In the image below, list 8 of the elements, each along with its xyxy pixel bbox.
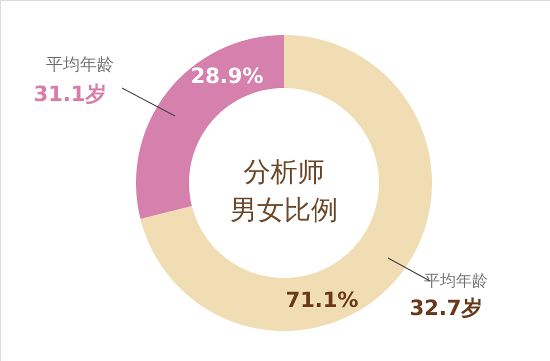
text: 31.1岁 (34, 82, 106, 106)
text: 平均年龄 (46, 55, 114, 75)
data-label: 71.1% (286, 288, 358, 312)
text: 男女比例 (230, 195, 338, 226)
data-label: 28.9% (190, 64, 264, 88)
text: 分析师 (244, 157, 324, 188)
text: 平均年龄 (424, 271, 488, 290)
text: 32.7岁 (410, 296, 482, 320)
